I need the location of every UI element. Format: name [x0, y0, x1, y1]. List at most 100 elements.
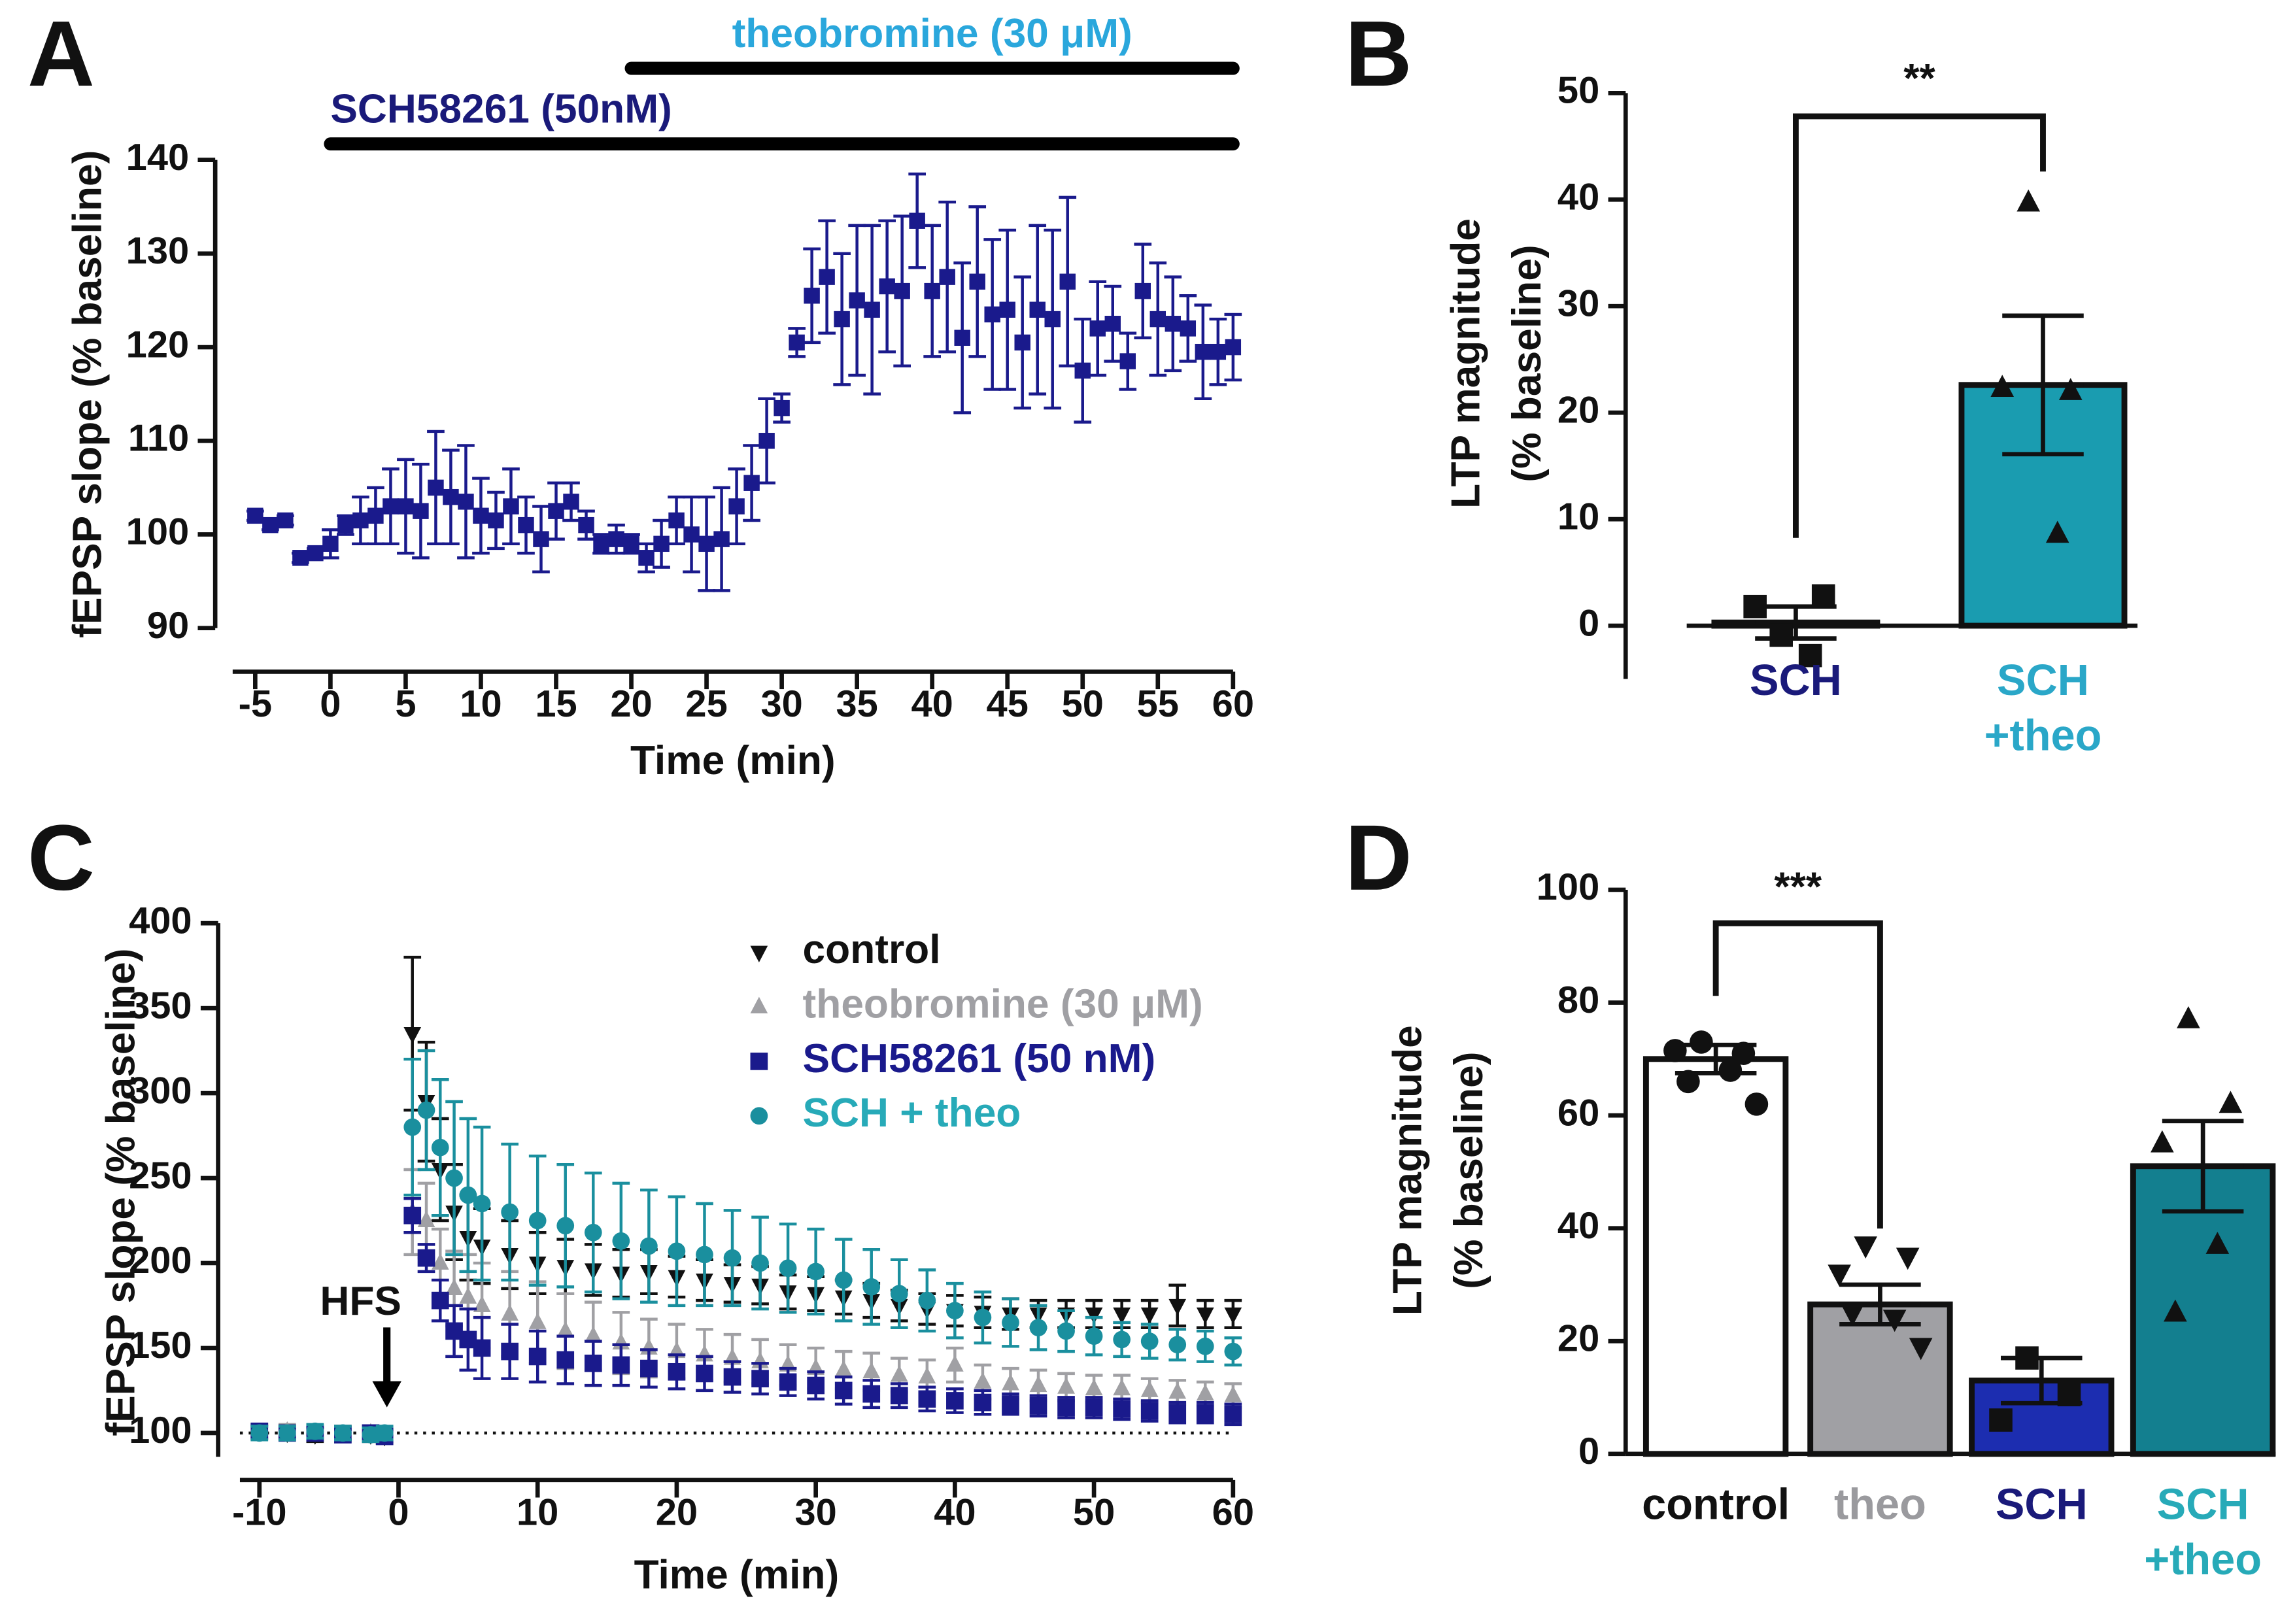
legend-label: control — [803, 927, 941, 972]
marker — [1676, 1070, 1700, 1094]
treatment-label: SCH58261 (50nM) — [330, 87, 672, 132]
marker — [473, 1194, 491, 1213]
marker — [445, 1169, 463, 1187]
marker — [501, 1342, 519, 1361]
marker — [473, 1295, 491, 1312]
marker — [1224, 1307, 1242, 1325]
marker — [750, 996, 768, 1013]
marker — [367, 507, 384, 524]
marker — [723, 1368, 741, 1386]
marker — [807, 1376, 825, 1395]
error-bar — [1839, 1282, 1921, 1327]
x-tick-label: 20 — [656, 1491, 698, 1533]
marker — [417, 1210, 435, 1227]
marker — [862, 1385, 881, 1403]
error-bar — [1755, 604, 1837, 641]
panel-letter: C — [27, 806, 95, 910]
marker — [1909, 1338, 1933, 1361]
marker — [1224, 1385, 1242, 1402]
x-tick-label: 35 — [836, 683, 877, 725]
marker — [488, 512, 504, 529]
marker — [946, 1392, 964, 1410]
marker — [1113, 1378, 1131, 1396]
marker — [804, 288, 820, 304]
marker — [528, 1211, 547, 1230]
x-tick-label: +theo — [2144, 1536, 2262, 1584]
annotation-arrowhead — [372, 1381, 401, 1408]
marker — [1168, 1404, 1187, 1422]
x-tick-label: 5 — [395, 683, 416, 725]
x-tick-label: 30 — [760, 683, 802, 725]
marker — [2205, 1232, 2230, 1254]
marker — [668, 1362, 686, 1381]
marker — [2151, 1130, 2174, 1153]
x-tick-label: 10 — [517, 1491, 558, 1533]
marker — [528, 1347, 547, 1366]
marker — [1854, 1236, 1877, 1259]
error-bar — [2002, 313, 2084, 457]
x-tick-label: 30 — [794, 1491, 836, 1533]
marker — [1196, 1307, 1214, 1325]
marker — [750, 1107, 768, 1125]
marker — [1089, 320, 1106, 337]
marker — [862, 1278, 881, 1296]
marker — [2045, 520, 2069, 543]
x-tick-label: 40 — [934, 1491, 976, 1533]
marker — [1002, 1374, 1019, 1391]
marker — [352, 512, 369, 529]
marker — [1134, 282, 1151, 299]
marker — [593, 535, 609, 552]
marker — [1731, 1041, 1756, 1065]
x-tick-label: -10 — [232, 1491, 287, 1533]
y-tick-label: 100 — [126, 511, 189, 553]
marker — [1029, 1396, 1047, 1415]
marker — [431, 1291, 449, 1310]
marker — [918, 1366, 936, 1384]
marker — [1085, 1398, 1103, 1417]
marker — [1113, 1307, 1131, 1325]
x-tick-label: 15 — [535, 683, 577, 725]
marker — [1195, 343, 1212, 360]
marker — [683, 526, 700, 543]
y-tick-label: 80 — [1557, 979, 1599, 1021]
marker — [563, 494, 579, 510]
marker — [1225, 339, 1242, 356]
marker — [1044, 311, 1061, 328]
marker — [1002, 1313, 1019, 1332]
panel-letter: D — [1345, 806, 1412, 910]
legend-label: SCH + theo — [803, 1091, 1021, 1136]
marker — [1029, 1319, 1047, 1337]
legend-label: SCH58261 (50 nM) — [803, 1036, 1156, 1081]
y-axis-label: LTP magnitude — [1444, 218, 1489, 509]
marker — [1811, 584, 1835, 608]
marker — [1085, 1307, 1103, 1325]
y-tick-label: 90 — [147, 605, 189, 647]
marker — [556, 1321, 575, 1338]
marker — [459, 1287, 477, 1304]
marker — [696, 1245, 713, 1264]
marker — [894, 282, 910, 299]
marker — [1029, 1375, 1047, 1393]
marker — [413, 503, 429, 519]
marker — [969, 273, 985, 290]
marker — [1990, 375, 2015, 398]
marker — [584, 1223, 602, 1242]
marker — [743, 475, 760, 491]
marker — [939, 269, 955, 285]
marker — [1140, 1307, 1159, 1325]
marker — [458, 494, 474, 510]
marker — [918, 1291, 936, 1310]
marker — [1798, 643, 1822, 668]
marker — [417, 1249, 435, 1267]
marker — [398, 498, 414, 515]
marker — [334, 1424, 352, 1442]
x-tick-label: SCH — [1750, 656, 1842, 705]
y-tick-label: 10 — [1557, 496, 1599, 537]
marker — [864, 301, 880, 318]
marker — [322, 535, 339, 552]
marker — [1210, 343, 1227, 360]
marker — [954, 330, 970, 346]
marker — [946, 1302, 964, 1320]
marker — [1059, 273, 1076, 290]
x-tick-label: 20 — [610, 683, 652, 725]
